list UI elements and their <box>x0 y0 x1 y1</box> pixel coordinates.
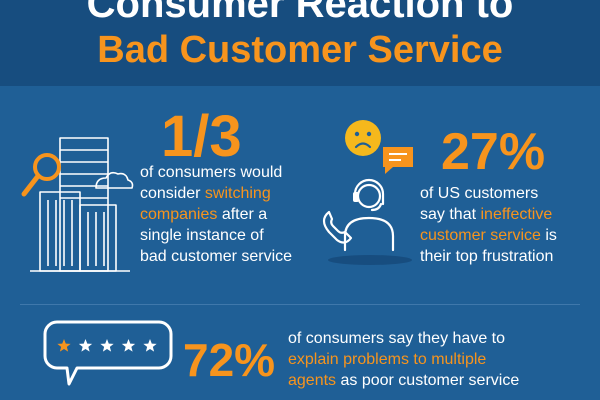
stat3-text: of consumers say they have to explain pr… <box>288 328 588 391</box>
stat2-line-3a: customer service <box>420 227 541 244</box>
stat3-line-1: of consumers say they have to <box>288 330 505 347</box>
stat1-text: of consumers would consider switching co… <box>140 162 320 267</box>
star-filled-icon <box>57 339 71 352</box>
stat2-value: 27% <box>441 123 546 181</box>
stat2-line-4: their top frustration <box>420 248 554 265</box>
stat1-line-2a: consider <box>140 185 205 202</box>
title-line-2: Bad Customer Service <box>97 29 503 71</box>
title-line-1: Consumer Reaction to <box>86 0 514 26</box>
stat1-line-4: single instance of <box>140 227 264 244</box>
star-empty-icon <box>78 339 93 352</box>
stat2-line-1: of US customers <box>420 185 539 202</box>
stat3-value: 72% <box>183 334 276 386</box>
stat1-line-1: of consumers would <box>140 164 283 181</box>
stat1-line-2b: switching <box>204 185 271 202</box>
star-empty-icon <box>121 339 136 352</box>
call-agent-icon <box>322 178 412 265</box>
section-divider <box>20 304 580 305</box>
star-empty-icon <box>143 339 157 352</box>
stat3-line-3b: as poor customer service <box>336 372 520 389</box>
stat1-value: 1/3 <box>161 104 242 169</box>
stat3-line-3a: agents <box>288 372 337 389</box>
stat2-text: of US customers say that ineffective cus… <box>420 183 595 267</box>
stat2-line-2a: say that <box>420 206 481 223</box>
star-rating-bubble-icon <box>43 320 173 386</box>
star-empty-icon <box>100 339 114 352</box>
stat2-line-2b: ineffective <box>480 206 553 223</box>
stat1-line-3b: after a <box>217 206 268 223</box>
stat3-line-2: explain problems to multiple <box>288 351 487 368</box>
header-band: Consumer Reaction to Bad Customer Servic… <box>0 0 600 86</box>
stat2-line-3b: is <box>540 227 557 244</box>
stat1-line-5: bad customer service <box>140 248 293 265</box>
stat1-line-3a: companies <box>140 206 218 223</box>
chat-bubble-icon <box>383 147 413 174</box>
sad-face-icon <box>345 120 381 156</box>
